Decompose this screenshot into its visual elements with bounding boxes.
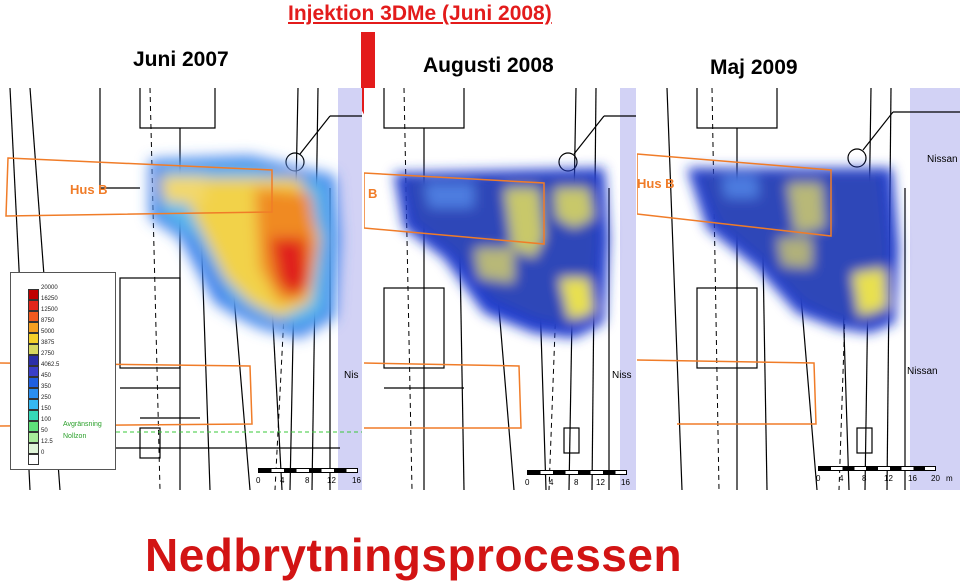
panel-title-3: Maj 2009 xyxy=(710,56,798,79)
scale1-tick: 16 xyxy=(352,476,361,485)
scale3-tick: 20 xyxy=(931,474,940,483)
scale2-tick: 4 xyxy=(549,478,554,487)
legend-value: 12.5 xyxy=(41,439,53,445)
nissan-label-1: Nis xyxy=(344,370,358,381)
legend-swatch xyxy=(28,432,39,443)
map-panel-2: B Niss xyxy=(364,88,636,490)
legend-swatch xyxy=(28,311,39,322)
scale-bar-1: 0 4 8 12 16 xyxy=(256,468,368,492)
hus-b-label-2: B xyxy=(368,186,377,201)
nissan-label-3a: Nissan xyxy=(927,154,958,165)
legend-value: 4062.5 xyxy=(41,362,60,368)
legend-swatch xyxy=(28,344,39,355)
legend-swatch xyxy=(28,443,39,454)
panel-title-2: Augusti 2008 xyxy=(423,54,554,77)
scale2-tick: 8 xyxy=(574,478,579,487)
scale3-tick: 12 xyxy=(884,474,893,483)
scale-bar-3: 0 4 8 12 16 20 m xyxy=(816,466,958,490)
legend-side-label-1: Avgränsning xyxy=(63,421,102,428)
scale3-tick: 8 xyxy=(862,474,867,483)
scale3-unit: m xyxy=(946,474,953,483)
scale3-tick: 16 xyxy=(908,474,917,483)
hus-b-label-1: Hus B xyxy=(70,182,108,197)
concentration-legend: 20000 16250 12500 8750 5000 3875 2750 4062.5 450… xyxy=(10,272,116,470)
legend-swatch xyxy=(28,333,39,344)
legend-value: 150 xyxy=(41,406,52,412)
legend-value: 2750 xyxy=(41,351,55,357)
legend-value: 3875 xyxy=(41,340,55,346)
legend-value: 8750 xyxy=(41,318,55,324)
legend-swatch xyxy=(28,399,39,410)
scale2-tick: 12 xyxy=(596,478,605,487)
legend-swatch xyxy=(28,355,39,366)
legend-swatch xyxy=(28,366,39,377)
legend-value: 0 xyxy=(41,450,45,456)
scale1-tick: 4 xyxy=(280,476,285,485)
scale2-tick: 16 xyxy=(621,478,630,487)
main-title: Nedbrytningsprocessen xyxy=(145,529,683,581)
hus-b-label-3: Hus B xyxy=(637,176,675,191)
panel-title-1: Juni 2007 xyxy=(133,48,229,71)
legend-swatch xyxy=(28,322,39,333)
scale3-tick: 4 xyxy=(839,474,844,483)
legend-value: 100 xyxy=(41,417,52,423)
scale-bar-2: 0 4 8 12 16 xyxy=(525,470,637,494)
nissan-label-3b: Nissan xyxy=(907,366,938,377)
scale1-tick: 12 xyxy=(327,476,336,485)
legend-value: 5000 xyxy=(41,329,55,335)
legend-swatch xyxy=(28,454,39,465)
scale3-tick: 0 xyxy=(816,474,821,483)
scale1-tick: 8 xyxy=(305,476,310,485)
legend-side-label-2: Nollzon xyxy=(63,433,87,440)
legend-swatch xyxy=(28,388,39,399)
legend-value: 450 xyxy=(41,373,52,379)
nissan-label-2: Niss xyxy=(612,370,631,381)
legend-value: 20000 xyxy=(41,285,58,291)
legend-swatch xyxy=(28,421,39,432)
injection-label: Injektion 3DMe (Juni 2008) xyxy=(288,2,552,25)
legend-value: 50 xyxy=(41,428,48,434)
legend-swatch xyxy=(28,300,39,311)
legend-swatch xyxy=(28,289,39,300)
legend-value: 250 xyxy=(41,395,52,401)
legend-value: 12500 xyxy=(41,307,58,313)
legend-value: 16250 xyxy=(41,296,58,302)
legend-swatch xyxy=(28,377,39,388)
legend-swatch xyxy=(28,410,39,421)
scale2-tick: 0 xyxy=(525,478,530,487)
legend-value: 350 xyxy=(41,384,52,390)
scale1-tick: 0 xyxy=(256,476,261,485)
map-panel-3: Hus B Nissan Nissan xyxy=(637,88,960,490)
